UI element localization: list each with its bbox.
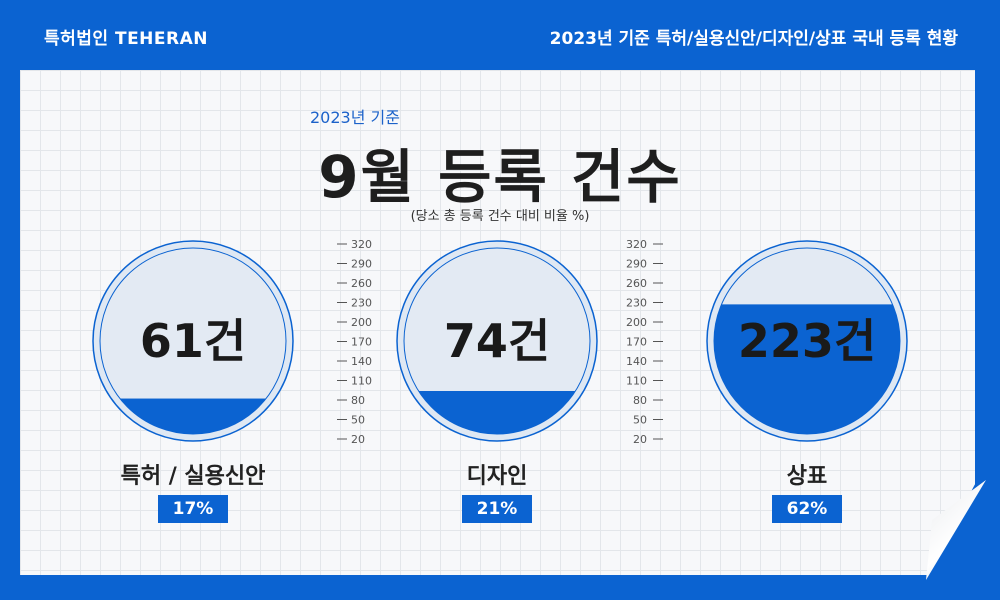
scale-tick-label: 80 xyxy=(633,394,647,407)
subtitle: 2023년 기준 xyxy=(310,108,400,127)
scale-tick-label: 20 xyxy=(351,433,365,446)
category-label: 디자인 xyxy=(466,464,528,489)
scale-tick-label: 320 xyxy=(626,238,647,251)
scale-1: 320 290 260 230 200 170 140 110 80 50 20 xyxy=(337,238,372,446)
scale-tick-label: 170 xyxy=(626,336,647,349)
scale-tick-label: 50 xyxy=(633,414,647,427)
scale-tick-label: 140 xyxy=(626,355,647,368)
scale-tick-label: 230 xyxy=(351,297,372,310)
scale-tick-label: 290 xyxy=(351,258,372,271)
gauge-1: 61건 xyxy=(92,240,294,442)
scale-tick-label: 260 xyxy=(626,277,647,290)
gauge-value-label: 74건 xyxy=(444,314,550,368)
scale-tick-label: 260 xyxy=(351,277,372,290)
scale-tick-label: 230 xyxy=(626,297,647,310)
scale-2: 320 290 260 230 200 170 140 110 80 50 20 xyxy=(626,238,663,446)
gauge-2: 74건 xyxy=(396,240,598,442)
percent-badge: 17% xyxy=(158,495,228,523)
scale-tick-label: 110 xyxy=(351,375,372,388)
percent-badge: 62% xyxy=(772,495,842,523)
scale-tick-label: 50 xyxy=(351,414,365,427)
gauge-3: 223건 xyxy=(706,240,908,442)
scale-tick-label: 290 xyxy=(626,258,647,271)
scale-tick-label: 200 xyxy=(351,316,372,329)
scale-tick-label: 320 xyxy=(351,238,372,251)
chart-note: (당소 총 등록 건수 대비 비율 %) xyxy=(410,209,590,224)
scale-tick-label: 80 xyxy=(351,394,365,407)
scale-tick-label: 140 xyxy=(351,355,372,368)
scale-tick-label: 170 xyxy=(351,336,372,349)
top-bar: 특허법인 TEHERAN 2023년 기준 특허/실용신안/디자인/상표 국내 … xyxy=(0,0,1000,70)
brand-logo-text: 특허법인 TEHERAN xyxy=(44,29,209,49)
category-label: 상표 xyxy=(786,464,828,489)
category-label: 특허 / 실용신안 xyxy=(120,464,266,489)
scale-tick-label: 110 xyxy=(626,375,647,388)
header-title: 2023년 기준 특허/실용신안/디자인/상표 국내 등록 현황 xyxy=(549,29,958,49)
gauge-value-label: 61건 xyxy=(140,314,246,368)
percent-badge: 21% xyxy=(462,495,532,523)
scale-tick-label: 200 xyxy=(626,316,647,329)
gauge-value-label: 223건 xyxy=(738,314,876,368)
chart-title: 9월 등록 건수 xyxy=(318,143,682,211)
scale-tick-label: 20 xyxy=(633,433,647,446)
